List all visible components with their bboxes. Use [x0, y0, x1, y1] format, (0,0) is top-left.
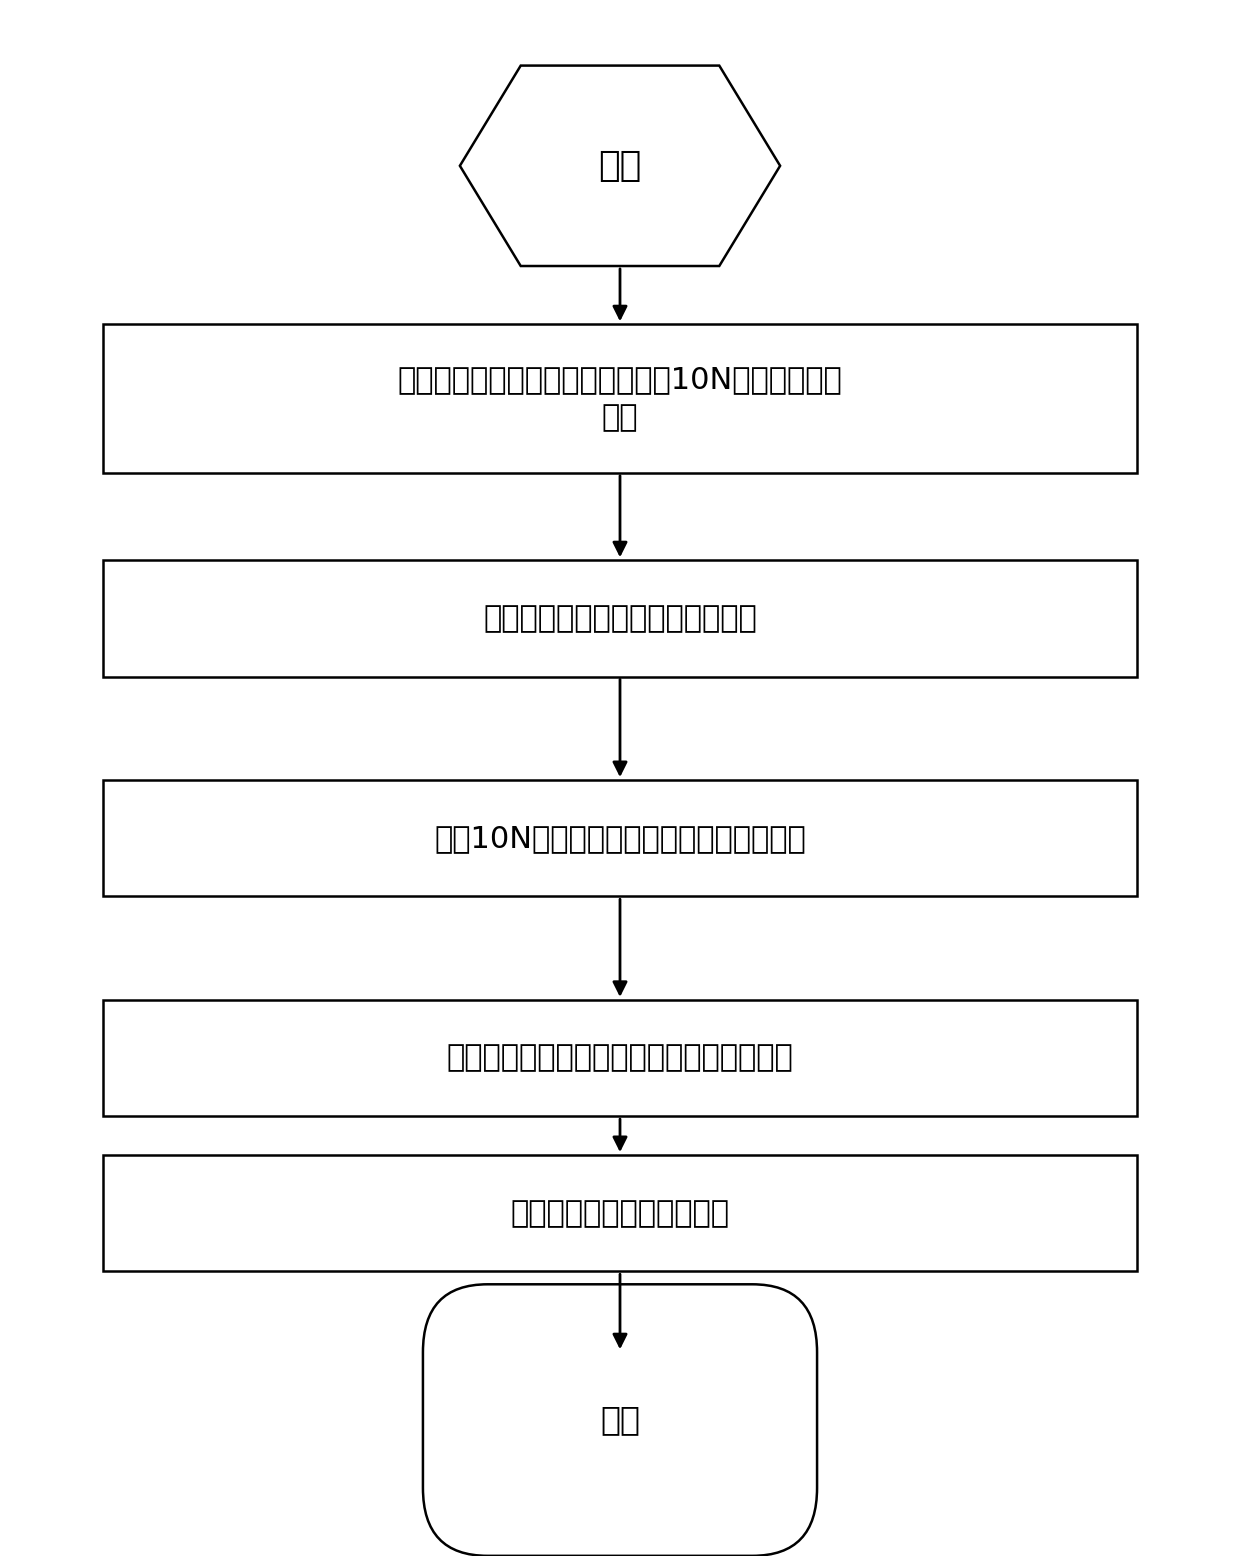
- Text: 计算到达设备表面羽流的热流密度: 计算到达设备表面羽流的热流密度: [484, 604, 756, 633]
- Text: 开始: 开始: [599, 148, 641, 183]
- Bar: [103, 560, 1137, 677]
- Bar: [103, 1154, 1137, 1271]
- Text: 获取受羽流热流影响的设备相对于10N推力器的位置
参数: 获取受羽流热流影响的设备相对于10N推力器的位置 参数: [398, 365, 842, 432]
- Text: 获取10N推力器在轨工作期间的最大占空比: 获取10N推力器在轨工作期间的最大占空比: [434, 824, 806, 853]
- Bar: [103, 780, 1137, 897]
- Text: 计算分析设备表面稳态温度: 计算分析设备表面稳态温度: [511, 1198, 729, 1228]
- Bar: [103, 324, 1137, 473]
- Text: 获取待分析设备表面几何特性参数和发射率: 获取待分析设备表面几何特性参数和发射率: [446, 1044, 794, 1073]
- Text: 结束: 结束: [600, 1404, 640, 1437]
- Bar: [103, 1000, 1137, 1117]
